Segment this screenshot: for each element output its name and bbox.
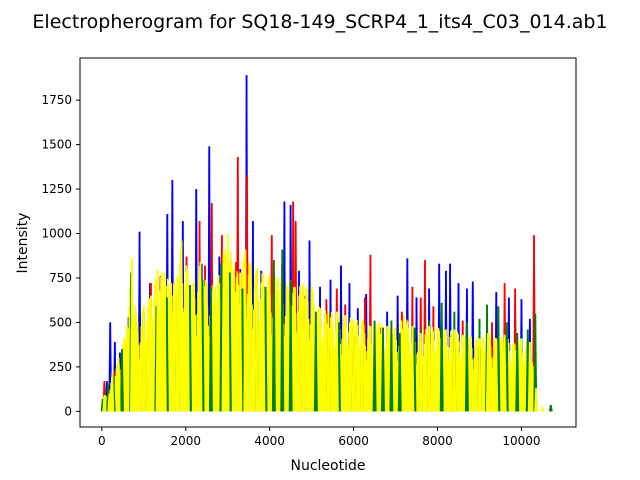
x-tick-label: 2000 — [170, 434, 201, 448]
x-axis: 0 2000 4000 6000 8000 10000 — [98, 427, 541, 448]
y-axis: 0 250 500 750 1000 1250 1500 1750 — [41, 93, 80, 418]
y-tick-label: 750 — [49, 271, 72, 285]
y-tick-label: 1750 — [41, 93, 72, 107]
x-axis-label: Nucleotide — [291, 458, 366, 474]
x-tick-label: 6000 — [338, 434, 369, 448]
y-tick-label: 0 — [64, 404, 72, 418]
plot-frame — [79, 57, 577, 428]
plot-area — [100, 75, 553, 412]
y-tick-label: 250 — [49, 360, 72, 374]
y-axis-label: Intensity — [15, 213, 31, 274]
x-tick-label: 10000 — [502, 434, 540, 448]
y-tick-label: 1250 — [41, 182, 72, 196]
chart-title: Electropherogram for SQ18-149_SCRP4_1_it… — [32, 11, 607, 33]
y-tick-label: 1500 — [41, 138, 72, 152]
x-tick-label: 4000 — [254, 434, 285, 448]
x-tick-label: 0 — [98, 434, 106, 448]
y-tick-label: 1000 — [41, 227, 72, 241]
series-trace — [102, 233, 545, 412]
y-tick-label: 500 — [49, 315, 72, 329]
x-tick-label: 8000 — [422, 434, 453, 448]
